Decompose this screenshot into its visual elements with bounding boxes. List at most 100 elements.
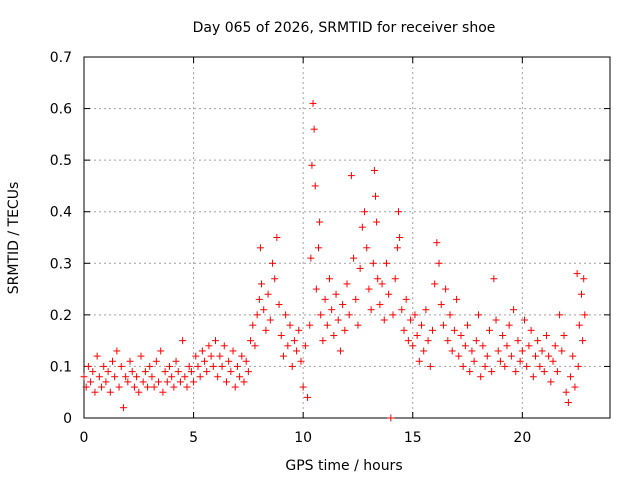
data-point [547,378,555,386]
data-point [413,331,421,339]
data-point [325,275,333,283]
data-point [549,357,557,365]
data-point [222,378,230,386]
data-point [93,352,101,360]
axis-ticks [83,56,610,419]
data-point [137,352,145,360]
data-point [387,414,395,422]
data-point [492,316,500,324]
data-point [490,275,498,283]
data-point [363,244,371,252]
data-point [538,347,546,355]
data-point [312,285,320,293]
data-point [201,357,209,365]
data-point [315,244,323,252]
data-point [371,192,379,200]
data-point [194,362,202,370]
data-point [168,373,176,381]
data-point [87,378,95,386]
data-point [216,352,224,360]
y-tick-label: 0.4 [50,205,72,221]
data-point [481,362,489,370]
y-axis-label: SRMTID / TECUs [6,182,22,295]
data-point [229,347,237,355]
data-point [534,337,542,345]
y-tick-label: 0.6 [50,102,72,118]
data-point [347,172,355,180]
data-point [247,337,255,345]
data-point [567,373,575,381]
data-point [301,342,309,350]
data-point [468,347,476,355]
y-tick-label: 0.2 [50,308,72,324]
data-point [258,280,266,288]
data-point [233,362,241,370]
data-point [163,378,171,386]
data-point [365,285,373,293]
data-point [159,388,167,396]
data-point [446,311,454,319]
data-point [428,326,436,334]
data-point [279,352,287,360]
data-point [309,99,317,107]
data-point [82,383,90,391]
data-points [80,99,589,422]
data-point [317,311,325,319]
data-point [455,352,463,360]
data-point [376,301,384,309]
x-tick-labels: 0 5 10 15 20 [80,430,532,446]
data-point [523,362,531,370]
data-point [499,331,507,339]
data-point [89,368,97,376]
data-point [98,383,106,391]
chart-title: Day 065 of 2026, SRMTID for receiver sho… [193,20,496,36]
data-point [205,342,213,350]
data-point [573,270,581,278]
plot-frame [83,56,611,419]
data-point [231,383,239,391]
data-point [266,316,274,324]
data-point [437,301,445,309]
data-point [124,378,132,386]
data-point [288,362,296,370]
data-point [518,347,526,355]
data-point [369,259,377,267]
data-point [190,378,198,386]
data-point [126,357,134,365]
data-point [431,280,439,288]
data-point [521,316,529,324]
data-point [341,326,349,334]
data-point [236,373,244,381]
data-point [350,254,358,262]
data-point [553,368,561,376]
data-point [571,383,579,391]
data-point [470,357,478,365]
data-point [161,368,169,376]
data-point [108,357,116,365]
data-point [336,347,344,355]
data-point [444,337,452,345]
data-point [424,337,432,345]
data-point [113,347,121,355]
data-point [545,352,553,360]
data-point [575,321,583,329]
data-point [220,342,228,350]
data-point [466,368,474,376]
data-point [418,321,426,329]
data-point [144,383,152,391]
data-point [409,342,417,350]
data-point [510,306,518,314]
data-point [128,368,136,376]
data-point [457,331,465,339]
data-point [115,383,123,391]
data-point [422,306,430,314]
data-point [249,321,257,329]
data-point [203,368,211,376]
data-point [102,378,110,386]
data-point [496,357,504,365]
data-point [404,337,412,345]
data-point [551,342,559,350]
data-point [356,264,364,272]
x-tick-label: 20 [513,430,531,446]
data-point [165,362,173,370]
